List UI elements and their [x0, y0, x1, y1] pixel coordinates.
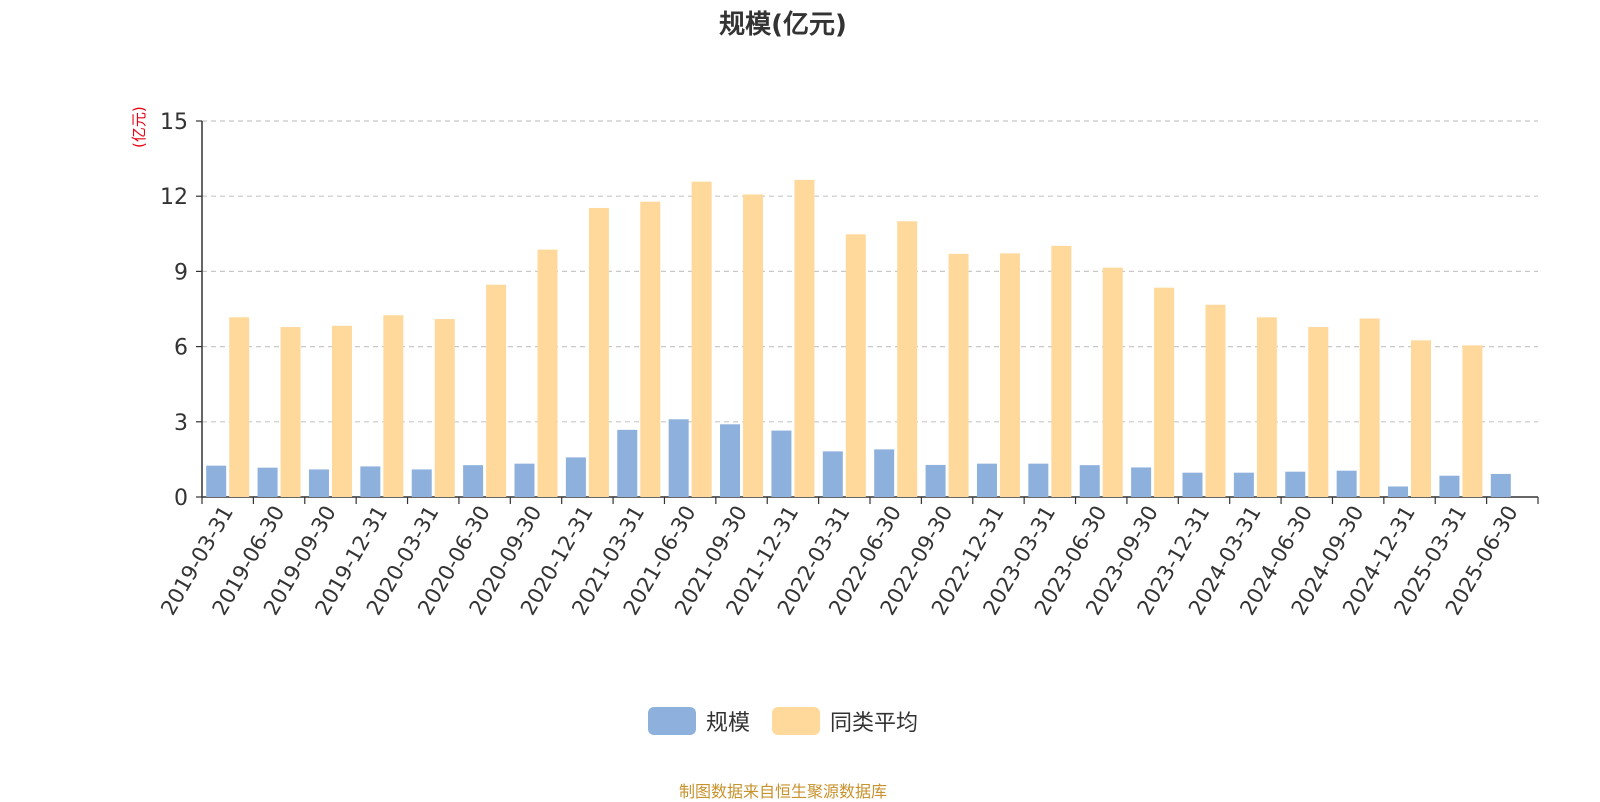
- legend-swatch: [647, 707, 696, 735]
- bar-peer-average: [588, 207, 609, 498]
- bar-peer-average: [1462, 345, 1483, 497]
- y-tick-label: 3: [174, 411, 188, 436]
- bar-peer-average: [999, 253, 1020, 497]
- bar-peer-average: [743, 194, 764, 498]
- bar-scale: [308, 469, 329, 497]
- bar-scale: [257, 467, 278, 497]
- legend: 规模 同类平均: [0, 705, 1566, 737]
- legend-swatch: [772, 707, 820, 735]
- bar-scale: [771, 430, 792, 497]
- y-tick-label: 12: [160, 185, 188, 210]
- bar-scale: [874, 449, 895, 497]
- bar-peer-average: [331, 325, 352, 497]
- bar-peer-average: [1256, 317, 1277, 497]
- bar-peer-average: [1102, 267, 1123, 497]
- bar-scale: [925, 464, 946, 497]
- bar-scale: [1182, 472, 1203, 497]
- y-tick-label: 0: [174, 486, 188, 511]
- bar-peer-average: [948, 253, 969, 497]
- bar-peer-average: [1154, 287, 1175, 497]
- bar-peer-average: [794, 179, 815, 497]
- bar-scale: [411, 469, 432, 497]
- bar-scale: [1079, 465, 1100, 497]
- y-tick-label: 9: [174, 260, 188, 285]
- bar-scale: [463, 465, 484, 497]
- bar-peer-average: [383, 315, 404, 497]
- bar-peer-average: [537, 249, 558, 497]
- bar-peer-average: [1308, 327, 1329, 497]
- legend-label: 规模: [705, 711, 750, 736]
- bar-scale: [1490, 473, 1511, 497]
- bar-peer-average: [229, 317, 250, 497]
- y-tick-label: 15: [160, 110, 188, 135]
- bar-peer-average: [845, 234, 866, 497]
- bar-peer-average: [434, 319, 455, 497]
- bar-peer-average: [1411, 340, 1432, 497]
- bar-scale: [822, 451, 843, 497]
- bar-peer-average: [640, 201, 661, 497]
- bar-scale: [1028, 463, 1049, 497]
- bar-peer-average: [897, 221, 918, 497]
- bar-scale: [976, 463, 997, 497]
- bar-scale: [1439, 475, 1460, 497]
- bar-peer-average: [1205, 304, 1226, 497]
- bar-scale: [668, 419, 689, 497]
- bar-scale: [360, 466, 381, 497]
- bar-scale: [1131, 467, 1152, 497]
- y-tick-label: 6: [174, 336, 188, 361]
- bar-peer-average: [1359, 318, 1380, 497]
- legend-item[interactable]: 规模: [647, 705, 750, 737]
- bar-scale: [514, 463, 535, 497]
- bar-scale: [206, 465, 227, 497]
- bar-scale: [720, 424, 741, 497]
- bar-peer-average: [486, 284, 507, 497]
- chart-title: 规模(亿元): [719, 10, 847, 40]
- bar-scale: [1233, 472, 1254, 497]
- bar-peer-average: [1051, 245, 1072, 497]
- source-note: 制图数据来自恒生聚源数据库: [678, 782, 887, 801]
- bar-peer-average: [280, 327, 301, 497]
- bar-scale: [1285, 471, 1306, 497]
- bar-scale: [617, 429, 638, 497]
- bar-scale: [1388, 486, 1409, 497]
- legend-label: 同类平均: [830, 711, 919, 736]
- bar-scale: [565, 457, 586, 497]
- legend-item[interactable]: 同类平均: [772, 705, 918, 737]
- bar-peer-average: [691, 181, 712, 498]
- bar-scale: [1336, 470, 1357, 497]
